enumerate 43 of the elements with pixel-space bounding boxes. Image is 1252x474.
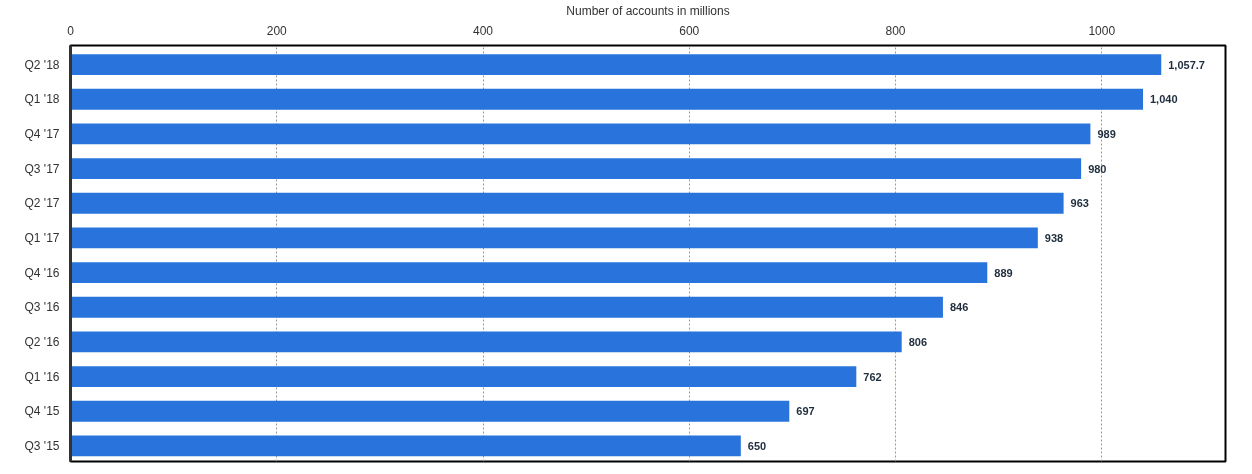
data-label: 980: [1088, 162, 1107, 175]
data-label: 846: [949, 301, 969, 314]
y-tick-label: Q1 '17: [24, 230, 60, 245]
y-tick-label: Q3 '17: [24, 161, 60, 176]
data-label: 938: [1044, 231, 1064, 244]
x-tick-label: 200: [266, 23, 288, 38]
x-tick-label: 1000: [1088, 23, 1116, 38]
x-tick-label: 600: [679, 23, 700, 38]
bar: [70, 435, 741, 457]
bar: [70, 296, 943, 318]
data-label: 989: [1097, 127, 1116, 140]
data-label: 762: [863, 370, 882, 383]
bar: [70, 54, 1162, 75]
y-tick-label: Q4 '15: [24, 404, 60, 419]
y-tick-label: Q2 '16: [24, 334, 60, 349]
y-tick-label: Q1 '18: [24, 92, 60, 107]
x-tick-label: 400: [472, 23, 494, 38]
y-tick-label: Q4 '16: [24, 265, 60, 280]
data-label: 963: [1070, 197, 1089, 210]
data-label: 1,057.7: [1168, 58, 1205, 71]
bar: [70, 158, 1082, 179]
bar: [70, 262, 988, 283]
data-label: 650: [747, 439, 767, 452]
data-label: 806: [908, 335, 928, 348]
data-label: 1,040: [1150, 93, 1178, 106]
bar: [70, 400, 790, 422]
y-tick-label: Q1 '16: [24, 369, 60, 384]
x-tick-label: 800: [885, 23, 906, 38]
x-tick-label: 0: [67, 23, 75, 38]
bar: [70, 227, 1038, 249]
y-tick-label: Q4 '17: [24, 126, 60, 141]
bar: [70, 366, 857, 387]
bar: [70, 331, 902, 353]
bar: [70, 192, 1064, 214]
bar: [70, 88, 1143, 110]
x-axis-title: Number of accounts in millions: [566, 3, 730, 18]
y-tick-label: Q3 '16: [24, 300, 60, 315]
y-tick-label: Q3 '15: [24, 438, 60, 453]
y-tick-label: Q2 '18: [24, 57, 60, 72]
data-label: 697: [796, 405, 815, 418]
y-tick-label: Q2 '17: [24, 196, 60, 211]
data-label: 889: [994, 266, 1013, 279]
bar: [70, 123, 1091, 145]
